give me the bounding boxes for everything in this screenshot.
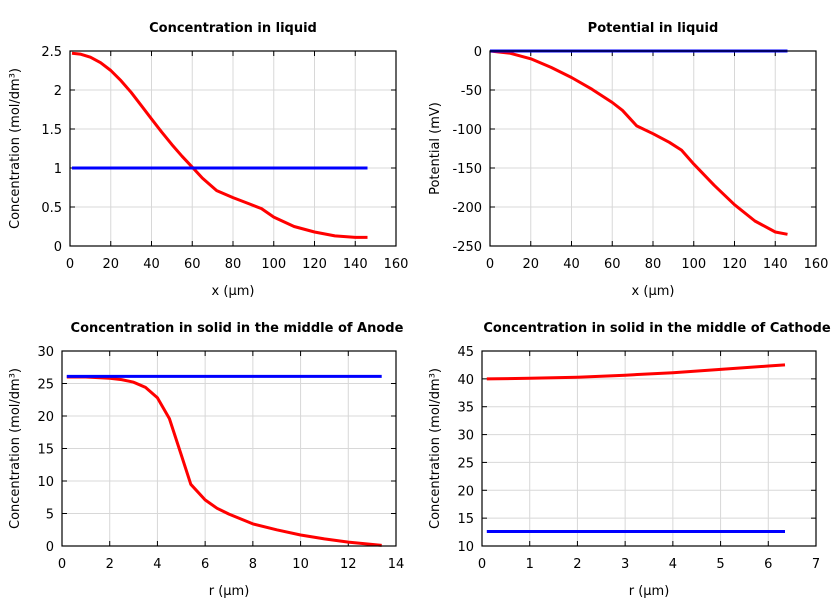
y-tick-label: 2.5 <box>41 45 62 60</box>
y-axis-label: Concentration (mol/dm³) <box>8 368 23 529</box>
red-series-line <box>489 49 788 236</box>
x-tick-label: 80 <box>645 257 662 272</box>
x-tick-label: 20 <box>102 257 119 272</box>
y-tick-label: 0.5 <box>41 201 62 216</box>
x-tick-label: 100 <box>681 257 706 272</box>
x-tick-label: 8 <box>249 557 257 572</box>
x-tick-label: 0 <box>66 257 74 272</box>
x-tick-label: 160 <box>384 257 409 272</box>
x-tick-label: 0 <box>478 557 486 572</box>
y-tick-label: 0 <box>46 540 54 555</box>
y-tick-label: 25 <box>457 456 474 471</box>
x-tick-label: 60 <box>184 257 201 272</box>
chart-title: Concentration in solid in the middle of … <box>71 321 404 336</box>
x-axis-label: x (µm) <box>632 284 675 299</box>
y-tick-label: 15 <box>457 512 474 527</box>
y-tick-label: 5 <box>46 508 54 523</box>
plot-frame <box>489 50 817 247</box>
y-tick-label: 20 <box>37 410 54 425</box>
subplot-1: 0 20 40 60 80 100 120 140 160 0 0.5 1 1.5 2 2.5 Concent… <box>8 21 408 299</box>
x-tick-label: 2 <box>573 557 581 572</box>
x-tick-label: 12 <box>340 557 357 572</box>
y-tick-label: 10 <box>37 475 54 490</box>
x-axis-label: r (µm) <box>629 584 670 599</box>
red-series-line <box>486 363 786 381</box>
x-tick-label: 80 <box>225 257 242 272</box>
x-tick-label: 0 <box>486 257 494 272</box>
chart-title: Potential in liquid <box>588 21 719 36</box>
y-tick-label: 1 <box>54 162 62 177</box>
x-tick-label: 40 <box>563 257 580 272</box>
x-tick-label: 60 <box>604 257 621 272</box>
x-tick-label: 1 <box>526 557 534 572</box>
plot-frame <box>481 350 817 547</box>
y-tick-label: -150 <box>452 162 482 177</box>
subplot-2: 0 20 40 60 80 100 120 140 160 -250 -200 -150 -100 -50… <box>428 21 828 299</box>
x-tick-label: 4 <box>669 557 677 572</box>
red-series-line <box>71 51 368 239</box>
x-tick-label: 6 <box>201 557 209 572</box>
y-tick-label: -50 <box>461 84 482 99</box>
y-tick-label: 30 <box>37 345 54 360</box>
x-tick-label: 5 <box>716 557 724 572</box>
chart-title: Concentration in liquid <box>149 21 317 36</box>
y-tick-label: 30 <box>457 429 474 444</box>
y-axis-label: Potential (mV) <box>428 102 443 195</box>
y-tick-label: 25 <box>37 378 54 393</box>
x-axis-label: x (µm) <box>212 284 255 299</box>
x-tick-label: 3 <box>621 557 629 572</box>
y-tick-label: 15 <box>37 443 54 458</box>
plot-frame <box>69 50 397 247</box>
y-tick-label: 40 <box>457 373 474 388</box>
y-tick-label: 35 <box>457 401 474 416</box>
y-tick-label: -250 <box>452 240 482 255</box>
red-series-line <box>66 375 382 547</box>
x-tick-label: 160 <box>804 257 829 272</box>
y-axis-label: Concentration (mol/dm³) <box>8 68 23 229</box>
x-axis-label: r (µm) <box>209 584 250 599</box>
y-tick-label: 1.5 <box>41 123 62 138</box>
x-tick-label: 20 <box>522 257 539 272</box>
x-tick-label: 2 <box>106 557 114 572</box>
y-tick-label: 20 <box>457 484 474 499</box>
x-tick-label: 4 <box>153 557 161 572</box>
x-tick-label: 10 <box>292 557 309 572</box>
y-tick-label: -200 <box>452 201 482 216</box>
x-tick-label: 14 <box>388 557 405 572</box>
y-tick-label: 45 <box>457 345 474 360</box>
y-tick-label: 10 <box>457 540 474 555</box>
y-axis-label: Concentration (mol/dm³) <box>428 368 443 529</box>
x-tick-label: 120 <box>722 257 747 272</box>
y-tick-label: -100 <box>452 123 482 138</box>
x-tick-label: 0 <box>58 557 66 572</box>
x-tick-label: 100 <box>261 257 286 272</box>
x-tick-label: 40 <box>143 257 160 272</box>
x-tick-label: 120 <box>302 257 327 272</box>
plot-frame <box>61 350 397 547</box>
chart-title: Concentration in solid in the middle of … <box>483 321 831 336</box>
x-tick-label: 7 <box>812 557 820 572</box>
subplot-3: 0 2 4 6 8 10 12 14 0 5 10 15 20 25 30 Concentration in … <box>8 321 404 599</box>
y-tick-label: 2 <box>54 84 62 99</box>
y-tick-label: 0 <box>474 45 482 60</box>
x-tick-label: 140 <box>763 257 788 272</box>
y-tick-label: 0 <box>54 240 62 255</box>
x-tick-label: 140 <box>343 257 368 272</box>
x-tick-label: 6 <box>764 557 772 572</box>
